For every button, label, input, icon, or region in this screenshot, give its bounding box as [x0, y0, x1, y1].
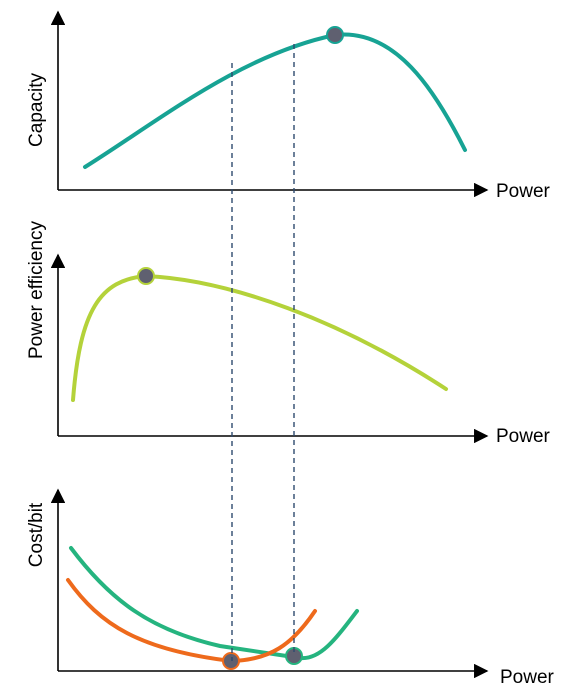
cost-curve-orange — [66, 578, 317, 664]
efficiency-y-axis-label: Power efficiency — [26, 221, 47, 359]
cost-orange-min-marker — [222, 652, 240, 670]
efficiency-max-marker — [137, 267, 155, 285]
cost-x-axis-label: Power — [500, 667, 555, 683]
capacity-panel: Capacity Power — [26, 10, 551, 202]
efficiency-x-axis-label: Power — [496, 426, 551, 447]
cost-y-axis-label: Cost/bit — [26, 502, 47, 567]
efficiency-panel: Power efficiency Power — [26, 221, 551, 447]
cost-panel: Cost/bit Power — [26, 488, 555, 683]
efficiency-curve — [71, 273, 448, 402]
cost-curve-green — [69, 546, 359, 661]
capacity-y-axis-label: Capacity — [26, 73, 47, 147]
capacity-x-axis-label: Power — [496, 181, 551, 202]
capacity-max-marker — [326, 26, 344, 44]
capacity-curve — [83, 32, 467, 169]
